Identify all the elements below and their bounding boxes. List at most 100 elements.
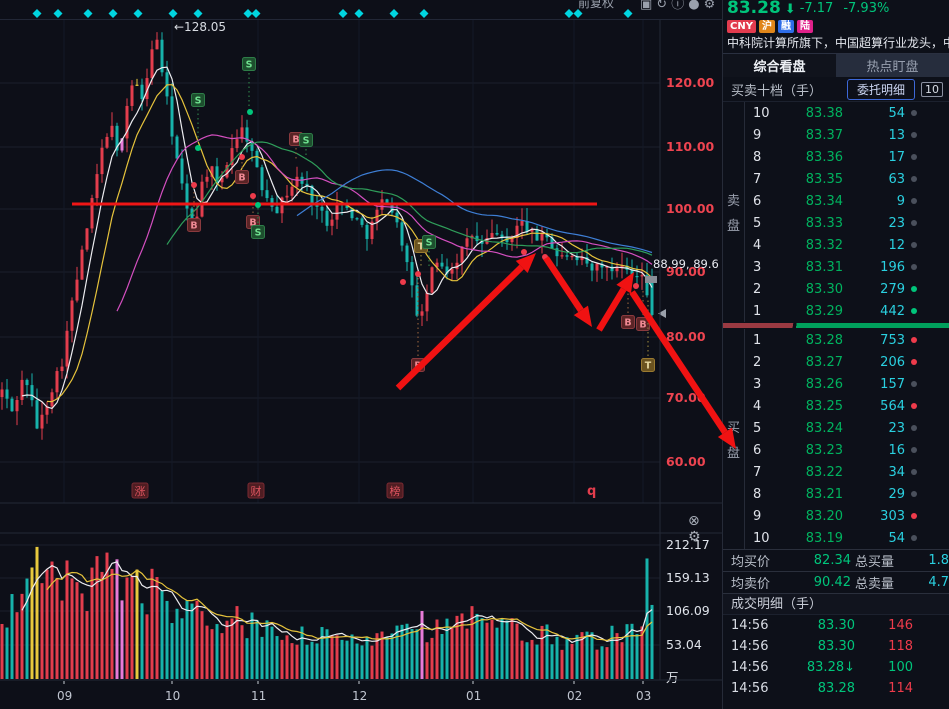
orderbook-row[interactable]: 8 83.21 29: [745, 483, 949, 505]
svg-text:02: 02: [567, 689, 582, 703]
orderbook-row[interactable]: 5 83.33 23: [745, 212, 949, 234]
close-icon[interactable]: ⊗: [688, 513, 700, 529]
svg-text:88.99, 89.6: 88.99, 89.6: [653, 257, 719, 271]
gear-icon[interactable]: ⚙: [688, 529, 701, 545]
orderbook-row[interactable]: 10 83.38 54: [745, 102, 949, 124]
orderbook-row[interactable]: 3 83.26 157: [745, 373, 949, 395]
svg-text:B: B: [639, 320, 646, 331]
svg-text:159.13: 159.13: [666, 570, 710, 585]
market-tag: 陆: [796, 19, 813, 33]
orderbook-row[interactable]: 7 83.22 34: [745, 461, 949, 483]
refresh-icon[interactable]: ↻: [656, 0, 672, 12]
camera-icon[interactable]: ▣: [640, 0, 657, 12]
sell-side-label: 卖盘: [723, 102, 745, 322]
svg-text:T: T: [418, 242, 425, 253]
market-tag: 融: [777, 19, 794, 33]
svg-text:S: S: [255, 228, 262, 239]
price-change: -7.17: [799, 1, 834, 16]
svg-text:11: 11: [251, 689, 266, 703]
svg-text:09: 09: [57, 689, 72, 703]
svg-text:01: 01: [466, 689, 481, 703]
average-row: 均卖价 90.42 总卖量 4.7: [723, 571, 949, 593]
orderbook-row[interactable]: 9 83.20 303: [745, 505, 949, 527]
stock-headline: 中科院计算所旗下，中国超算行业龙头，中: [727, 36, 949, 50]
orderbook-row[interactable]: 4 83.25 564: [745, 395, 949, 417]
transaction-row: 14:56 83.28↓ 100: [731, 660, 913, 675]
orderbook-row[interactable]: 1 83.29 442: [745, 300, 949, 322]
tab-热点盯盘[interactable]: 热点盯盘: [836, 54, 949, 77]
sell-rows: 10 83.38 54 9 83.37 13 8 83.36 17 7 83.35 63 6 83.34 9…: [745, 102, 949, 322]
svg-text:110.00: 110.00: [666, 139, 715, 154]
orderbook-row[interactable]: 2 83.30 279: [745, 278, 949, 300]
candlestick-chart[interactable]: 120.00 110.00 100.00 90.00 80.00 70.00 60.00 09…: [0, 0, 723, 709]
buy-rows: 1 83.28 753 2 83.27 206 3 83.26 157 4 83.25 564 5 83.…: [745, 329, 949, 549]
transaction-rows: 14:56 83.30 146 14:56 83.30 118 14:56 83.28↓ 100…: [723, 615, 949, 699]
orderbook-row[interactable]: 9 83.37 13: [745, 124, 949, 146]
tab-综合看盘[interactable]: 综合看盘: [723, 54, 836, 77]
orderbook-row[interactable]: 3 83.31 196: [745, 256, 949, 278]
svg-text:S: S: [195, 96, 202, 107]
transactions-title: 成交明细（手）: [723, 593, 949, 615]
orderbook-row[interactable]: 7 83.35 63: [745, 168, 949, 190]
svg-text:53.04: 53.04: [666, 637, 702, 652]
svg-text:S: S: [426, 238, 433, 249]
market-tag: CNY: [727, 19, 756, 33]
orderbook-row[interactable]: 8 83.36 17: [745, 146, 949, 168]
market-tags: CNY 沪融陆: [723, 17, 949, 34]
circle-icon[interactable]: ●: [688, 0, 704, 12]
orderbook-row[interactable]: 2 83.27 206: [745, 351, 949, 373]
svg-text:120.00: 120.00: [666, 75, 715, 90]
transaction-row: 14:56 83.28 114: [731, 681, 913, 696]
svg-text:90.00: 90.00: [666, 264, 706, 279]
orderbook-row[interactable]: 4 83.32 12: [745, 234, 949, 256]
transaction-row: 14:56 83.30 146: [731, 618, 913, 633]
svg-text:106.09: 106.09: [666, 603, 710, 618]
adjust-mode-label[interactable]: 前复权: [578, 0, 615, 10]
orderbook-row[interactable]: 6 83.34 9: [745, 190, 949, 212]
sell-side: 卖盘 10 83.38 54 9 83.37 13 8 83.36 17 7 83.35 63 6 83.…: [723, 102, 949, 322]
chart-toolbar: 前复权 ▣↻ⓘ●⚙: [0, 0, 723, 20]
quote-panel: 83.28 ⬇ -7.17 -7.93% CNY 沪融陆 中科院计算所旗下，中国超…: [723, 0, 949, 709]
orderbook-row[interactable]: 5 83.24 23: [745, 417, 949, 439]
price-change-pct: -7.93%: [843, 1, 890, 16]
orderbook-subheader: 买卖十档（手） 委托明细 10: [723, 77, 949, 102]
svg-text:B: B: [238, 173, 245, 184]
svg-text:←128.05: ←128.05: [174, 20, 226, 34]
average-row: 均买价 82.34 总买量 1.8: [723, 549, 949, 571]
svg-text:q: q: [587, 484, 596, 499]
svg-text:70.00: 70.00: [666, 390, 706, 405]
gear-icon[interactable]: ⚙: [703, 0, 720, 12]
orderbook-row[interactable]: 10 83.19 54: [745, 527, 949, 549]
chart-toolbar-icons[interactable]: ▣↻ⓘ●⚙: [640, 0, 719, 12]
svg-text:80.00: 80.00: [666, 329, 706, 344]
quote-header: 83.28 ⬇ -7.17 -7.93%: [723, 0, 949, 17]
orderbook-row[interactable]: 6 83.23 16: [745, 439, 949, 461]
orderbook-title: 买卖十档（手）: [731, 83, 823, 99]
average-price-rows: 均买价 82.34 总买量 1.8 均卖价 90.42 总卖量 4.7: [723, 549, 949, 593]
svg-text:T: T: [645, 361, 652, 372]
chart-area[interactable]: 前复权 ▣↻ⓘ●⚙ 120.00 110.00 100.00 90.00 80.00 70…: [0, 0, 723, 709]
market-tag: 沪: [758, 19, 775, 33]
svg-text:60.00: 60.00: [666, 454, 706, 469]
svg-text:S: S: [303, 136, 310, 147]
buy-side: 买盘 1 83.28 753 2 83.27 206 3 83.26 157 4 83.25 564 5…: [723, 329, 949, 549]
svg-text:B: B: [414, 361, 421, 372]
info-icon[interactable]: ⓘ: [671, 0, 689, 12]
orderbook-row[interactable]: 1 83.28 753: [745, 329, 949, 351]
svg-text:涨: 涨: [135, 485, 146, 498]
svg-text:212.17: 212.17: [666, 537, 710, 552]
depth-toggle-button[interactable]: 10: [921, 81, 943, 97]
svg-text:B: B: [249, 218, 256, 229]
svg-text:03: 03: [636, 689, 651, 703]
last-price: 83.28: [727, 0, 781, 17]
svg-text:B: B: [190, 221, 197, 232]
svg-text:B: B: [624, 318, 631, 329]
svg-text:榜: 榜: [390, 484, 401, 498]
svg-text:B: B: [292, 135, 299, 146]
svg-text:10: 10: [165, 689, 180, 703]
volume-panel-controls: ⊗ ⚙: [680, 513, 722, 545]
panel-tabs: 综合看盘 热点盯盘: [723, 53, 949, 77]
svg-text:万: 万: [666, 670, 679, 685]
order-detail-button[interactable]: 委托明细: [846, 78, 915, 100]
